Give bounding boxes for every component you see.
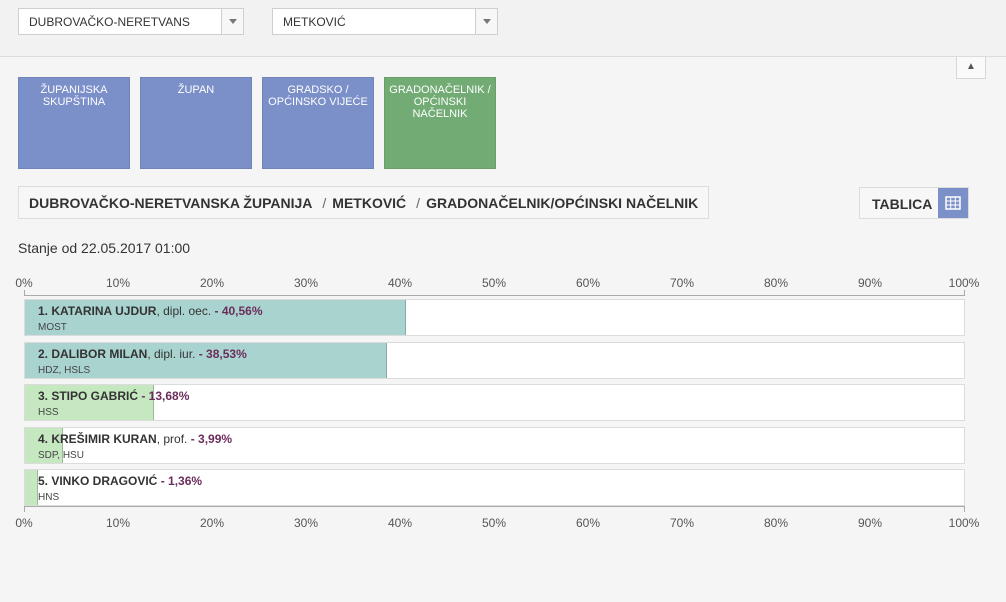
candidate-title: , prof. — [156, 432, 188, 446]
candidate-bar — [25, 385, 154, 420]
axis-line-bottom — [24, 506, 965, 512]
breadcrumb: DUBROVAČKO-NERETVANSKA ŽUPANIJA / METKOV… — [18, 186, 710, 219]
candidate-label: 1. KATARINA UJDUR, dipl. oec. - 40,56% — [38, 304, 263, 318]
breadcrumb-office: GRADONAČELNIK/OPĆINSKI NAČELNIK — [426, 194, 699, 211]
candidate-row: 5. VINKO DRAGOVIĆ - 1,36% HNS — [24, 469, 965, 506]
x-axis-top: 0% 10% 20% 30% 40% 50% 60% 70% 80% 90% 100% — [15, 276, 979, 290]
candidate-row: 2. DALIBOR MILAN, dipl. iur. - 38,53% HDZ… — [24, 342, 965, 379]
tile-zupanijska-skupstina[interactable]: ŽUPANIJSKA SKUPŠTINA — [18, 77, 130, 169]
x-tick-label: 50% — [481, 276, 507, 290]
candidate-party: SDP, HSU — [38, 450, 84, 461]
candidate-title: , dipl. iur. — [147, 347, 196, 361]
chevron-down-icon[interactable] — [221, 9, 243, 34]
candidate-bar — [25, 428, 63, 463]
candidate-name: 5. VINKO DRAGOVIĆ — [38, 474, 158, 488]
candidate-label: 2. DALIBOR MILAN, dipl. iur. - 38,53% — [38, 347, 247, 361]
x-tick-label: 70% — [669, 276, 695, 290]
table-view-label: TABLICA — [872, 196, 933, 212]
city-select-value: METKOVIĆ — [283, 15, 346, 29]
breadcrumb-separator: / — [416, 194, 421, 211]
candidate-bar — [25, 343, 387, 378]
axis-line-top — [24, 290, 965, 296]
candidate-percent: - 3,99% — [187, 432, 233, 446]
breadcrumb-separator: / — [322, 194, 327, 211]
candidate-percent: - 1,36% — [157, 474, 203, 488]
candidate-party: HDZ, HSLS — [38, 365, 91, 376]
tile-zupan[interactable]: ŽUPAN — [140, 77, 252, 169]
candidate-bar — [25, 300, 406, 335]
tile-gradonacelnik[interactable]: GRADONAČELNIK / OPĆINSKI NAČELNIK — [384, 77, 496, 169]
x-tick-label: 40% — [387, 516, 413, 530]
chevron-down-icon[interactable] — [475, 9, 497, 34]
candidate-label: 3. STIPO GABRIĆ - 13,68% — [38, 389, 189, 403]
x-tick-label: 50% — [481, 516, 507, 530]
collapse-up-icon[interactable]: ▲ — [956, 57, 986, 79]
candidate-name: 4. KREŠIMIR KURAN — [38, 432, 157, 446]
x-tick-label: 80% — [763, 276, 789, 290]
candidate-row: 4. KREŠIMIR KURAN, prof. - 3,99% SDP, HSU — [24, 427, 965, 464]
county-select-value: DUBROVAČKO-NERETVANS — [29, 15, 190, 29]
x-tick-label: 70% — [669, 516, 695, 530]
city-select[interactable]: METKOVIĆ — [272, 8, 498, 35]
table-view-button[interactable]: TABLICA — [859, 187, 969, 219]
status-timestamp: Stanje od 22.05.2017 01:00 — [18, 240, 191, 256]
candidate-name: 2. DALIBOR MILAN — [38, 347, 148, 361]
x-tick-label: 80% — [763, 516, 789, 530]
x-tick-label: 10% — [105, 276, 131, 290]
candidate-party: MOST — [38, 322, 67, 333]
x-tick-label: 30% — [293, 516, 319, 530]
candidate-row: 3. STIPO GABRIĆ - 13,68% HSS — [24, 384, 965, 421]
x-tick-label: 20% — [199, 276, 225, 290]
candidate-percent: - 13,68% — [138, 389, 190, 403]
candidate-name: 3. STIPO GABRIĆ — [38, 389, 139, 403]
candidate-label: 5. VINKO DRAGOVIĆ - 1,36% — [38, 474, 202, 488]
candidate-percent: - 38,53% — [195, 347, 247, 361]
x-tick-label: 40% — [387, 276, 413, 290]
candidate-percent: - 40,56% — [211, 304, 263, 318]
candidate-row: 1. KATARINA UJDUR, dipl. oec. - 40,56% MO… — [24, 299, 965, 336]
x-tick-label: 100% — [948, 516, 980, 530]
x-tick-label: 30% — [293, 276, 319, 290]
breadcrumb-county[interactable]: DUBROVAČKO-NERETVANSKA ŽUPANIJA — [29, 194, 313, 211]
x-tick-label: 0% — [15, 276, 33, 290]
candidate-party: HSS — [38, 407, 59, 418]
candidate-title: , dipl. oec. — [156, 304, 212, 318]
tile-gradsko-vijece[interactable]: GRADSKO / OPĆINSKO VIJEĆE — [262, 77, 374, 169]
breadcrumb-city[interactable]: METKOVIĆ — [332, 194, 407, 211]
candidate-label: 4. KREŠIMIR KURAN, prof. - 3,99% — [38, 432, 232, 446]
candidate-bar — [25, 470, 38, 505]
x-axis-bottom: 0% 10% 20% 30% 40% 50% 60% 70% 80% 90% 100% — [15, 516, 979, 530]
x-tick-label: 20% — [199, 516, 225, 530]
candidate-name: 1. KATARINA UJDUR — [38, 304, 157, 318]
county-select[interactable]: DUBROVAČKO-NERETVANS — [18, 8, 244, 35]
filter-bar: DUBROVAČKO-NERETVANS METKOVIĆ — [0, 0, 1006, 57]
x-tick-label: 0% — [15, 516, 33, 530]
table-grid-icon[interactable] — [938, 188, 968, 218]
x-tick-label: 100% — [948, 276, 980, 290]
x-tick-label: 60% — [575, 276, 601, 290]
x-tick-label: 90% — [857, 276, 883, 290]
candidate-party: HNS — [38, 492, 60, 503]
x-tick-label: 10% — [105, 516, 131, 530]
x-tick-label: 90% — [857, 516, 883, 530]
x-tick-label: 60% — [575, 516, 601, 530]
